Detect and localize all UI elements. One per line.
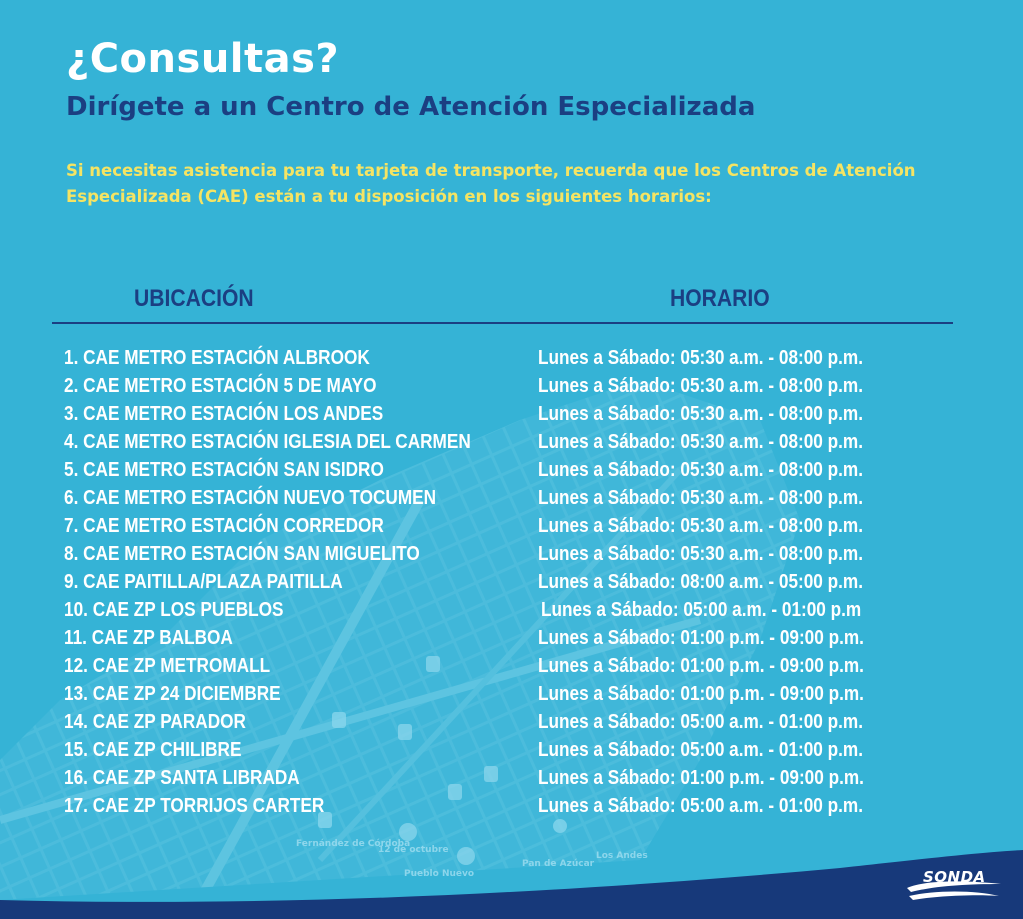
column-header-hours: HORARIO [670,285,770,312]
page-subtitle: Dirígete a un Centro de Atención Especia… [66,92,756,122]
list-item: 13. CAE ZP 24 DICIEMBRE Lunes a Sábado: 0… [64,680,964,708]
list-item: 8. CAE METRO ESTACIÓN SAN MIGUELITO Lunes… [64,540,964,568]
hours-label: Lunes a Sábado: 05:00 a.m. - 01:00 p.m. [538,711,864,733]
map-label-pueblo-nuevo: Pueblo Nuevo [404,869,474,879]
hours-label: Lunes a Sábado: 05:30 a.m. - 08:00 p.m. [538,403,864,425]
list-item: 17. CAE ZP TORRIJOS CARTER Lunes a Sábado… [64,792,964,820]
list-item: 3. CAE METRO ESTACIÓN LOS ANDES Lunes a S… [64,400,964,428]
location-label: 3. CAE METRO ESTACIÓN LOS ANDES [64,403,384,425]
location-label: 10. CAE ZP LOS PUEBLOS [64,599,284,621]
map-label-12-octubre: 12 de octubre [378,845,449,855]
hours-label: Lunes a Sábado: 01:00 p.m. - 09:00 p.m. [538,683,864,705]
location-label: 1. CAE METRO ESTACIÓN ALBROOK [64,347,370,369]
location-label: 14. CAE ZP PARADOR [64,711,246,733]
hours-label: Lunes a Sábado: 05:30 a.m. - 08:00 p.m. [538,347,864,369]
intro-text: Si necesitas asistencia para tu tarjeta … [66,158,966,210]
hours-label: Lunes a Sábado: 05:30 a.m. - 08:00 p.m. [538,543,864,565]
location-label: 8. CAE METRO ESTACIÓN SAN MIGUELITO [64,543,420,565]
location-label: 6. CAE METRO ESTACIÓN NUEVO TOCUMEN [64,487,437,509]
location-label: 11. CAE ZP BALBOA [64,627,233,649]
hours-label: Lunes a Sábado: 05:30 a.m. - 08:00 p.m. [538,375,864,397]
intro-line-1: Si necesitas asistencia para tu tarjeta … [66,161,916,180]
column-header-location: UBICACIÓN [134,285,254,312]
list-item: 6. CAE METRO ESTACIÓN NUEVO TOCUMEN Lunes… [64,484,964,512]
hours-label: Lunes a Sábado: 01:00 p.m. - 09:00 p.m. [538,655,864,677]
location-label: 13. CAE ZP 24 DICIEMBRE [64,683,281,705]
hours-label: Lunes a Sábado: 08:00 a.m. - 05:00 p.m. [538,571,864,593]
location-label: 5. CAE METRO ESTACIÓN SAN ISIDRO [64,459,384,481]
list-item: 11. CAE ZP BALBOA Lunes a Sábado: 01:00 p… [64,624,964,652]
list-item: 2. CAE METRO ESTACIÓN 5 DE MAYO Lunes a S… [64,372,964,400]
map-label-pan-de-azucar: Pan de Azúcar [522,859,595,869]
page-title: ¿Consultas? [66,36,340,82]
hours-label: Lunes a Sábado: 05:30 a.m. - 08:00 p.m. [538,459,864,481]
list-item: 16. CAE ZP SANTA LIBRADA Lunes a Sábado: … [64,764,964,792]
hours-label: Lunes a Sábado: 05:00 a.m. - 01:00 p.m. [538,739,864,761]
hours-label: Lunes a Sábado: 01:00 p.m. - 09:00 p.m. [538,627,864,649]
sonda-logo: SONDA [923,868,986,886]
list-item: 14. CAE ZP PARADOR Lunes a Sábado: 05:00 … [64,708,964,736]
list-item: 4. CAE METRO ESTACIÓN IGLESIA DEL CARMEN… [64,428,964,456]
hours-label: Lunes a Sábado: 01:00 p.m. - 09:00 p.m. [538,767,864,789]
hours-label: Lunes a Sábado: 05:00 a.m. - 01:00 p.m [541,599,862,621]
header-divider [52,322,953,324]
list-item: 10. CAE ZP LOS PUEBLOS Lunes a Sábado: 05… [64,596,964,624]
location-label: 17. CAE ZP TORRIJOS CARTER [64,795,325,817]
map-label-fernandez: Fernández de Córdoba [296,838,410,849]
location-label: 16. CAE ZP SANTA LIBRADA [64,767,300,789]
hours-label: Lunes a Sábado: 05:30 a.m. - 08:00 p.m. [538,487,864,509]
list-item: 1. CAE METRO ESTACIÓN ALBROOK Lunes a Sáb… [64,344,964,372]
list-item: 15. CAE ZP CHILIBRE Lunes a Sábado: 05:00… [64,736,964,764]
map-label-los-andes: Los Andes [596,851,648,861]
location-label: 9. CAE PAITILLA/PLAZA PAITILLA [64,571,343,593]
intro-line-2: Especializada (CAE) están a tu disposici… [66,187,712,206]
list-item: 7. CAE METRO ESTACIÓN CORREDOR Lunes a Sá… [64,512,964,540]
hours-label: Lunes a Sábado: 05:00 a.m. - 01:00 p.m. [538,795,864,817]
hours-label: Lunes a Sábado: 05:30 a.m. - 08:00 p.m. [538,431,864,453]
location-label: 12. CAE ZP METROMALL [64,655,271,677]
list-item: 5. CAE METRO ESTACIÓN SAN ISIDRO Lunes a … [64,456,964,484]
sonda-swoosh-icon [907,881,1001,900]
location-label: 4. CAE METRO ESTACIÓN IGLESIA DEL CARMEN [64,431,471,453]
list-item: 12. CAE ZP METROMALL Lunes a Sábado: 01:0… [64,652,964,680]
cae-list: 1. CAE METRO ESTACIÓN ALBROOK Lunes a Sáb… [64,344,964,820]
location-label: 2. CAE METRO ESTACIÓN 5 DE MAYO [64,375,377,397]
location-label: 15. CAE ZP CHILIBRE [64,739,242,761]
list-item: 9. CAE PAITILLA/PLAZA PAITILLA Lunes a Sá… [64,568,964,596]
location-label: 7. CAE METRO ESTACIÓN CORREDOR [64,515,384,537]
hours-label: Lunes a Sábado: 05:30 a.m. - 08:00 p.m. [538,515,864,537]
